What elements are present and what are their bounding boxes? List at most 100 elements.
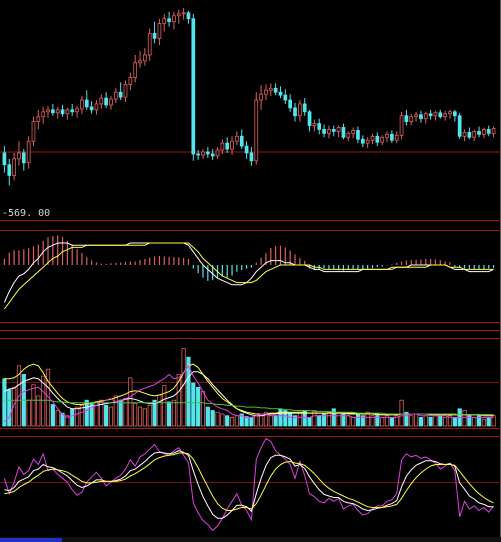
- candle-body: [428, 113, 433, 117]
- candle-body: [46, 109, 50, 113]
- candle-body: [133, 62, 138, 78]
- volume-bar: [31, 384, 36, 427]
- candle-body: [385, 133, 389, 138]
- candle-body: [70, 109, 75, 113]
- volume-bar: [263, 411, 269, 427]
- volume-bar: [394, 415, 399, 427]
- volume-bar: [2, 378, 7, 427]
- volume-bar: [452, 416, 457, 427]
- candle-body: [288, 99, 293, 109]
- candle-body: [482, 129, 486, 135]
- candle-body: [152, 33, 157, 39]
- candle-body: [380, 136, 385, 143]
- candle-body: [118, 91, 123, 98]
- volume-bar: [423, 415, 428, 427]
- volume-bar: [89, 403, 94, 427]
- volume-bar: [234, 415, 239, 427]
- candle-body: [293, 107, 297, 117]
- candle-body: [7, 164, 12, 176]
- candle-body: [244, 145, 249, 154]
- candle-body: [419, 114, 423, 120]
- volume-bar: [205, 406, 210, 427]
- candle-body: [196, 153, 201, 156]
- volume-bar: [360, 415, 365, 427]
- volume-bar: [254, 415, 259, 427]
- volume-bar: [331, 408, 336, 427]
- volume-bar: [404, 411, 409, 427]
- candle-body: [423, 113, 428, 120]
- horizontal-scrollbar[interactable]: [0, 537, 501, 542]
- candle-body: [210, 153, 215, 157]
- macd-panel: [3, 235, 495, 310]
- volume-bar: [41, 375, 46, 427]
- candle-body: [172, 15, 176, 23]
- macd-line: [3, 242, 494, 303]
- volume-bar: [142, 408, 147, 427]
- volume-bar: [7, 389, 12, 427]
- candle-body: [176, 13, 181, 17]
- candle-body: [346, 132, 351, 138]
- volume-panel: [2, 348, 496, 427]
- volume-bar: [171, 399, 177, 427]
- volume-bar: [317, 415, 322, 427]
- volume-bar: [65, 415, 70, 427]
- candle-body: [351, 130, 355, 134]
- candle-body: [36, 116, 41, 122]
- candle-body: [147, 33, 152, 56]
- volume-bar: [225, 415, 230, 427]
- volume-bar: [176, 373, 181, 427]
- candle-body: [365, 139, 370, 144]
- candle-body: [404, 115, 409, 123]
- volume-bar: [278, 408, 283, 427]
- volume-bar: [220, 413, 225, 427]
- volume-bar: [486, 416, 491, 427]
- candle-body: [41, 111, 46, 118]
- candle-body: [433, 112, 438, 117]
- candle-body: [60, 109, 65, 115]
- candle-body: [94, 103, 99, 111]
- volume-bar: [336, 411, 341, 427]
- candle-body: [104, 97, 108, 106]
- volume-bar: [45, 368, 51, 427]
- candle-body: [31, 121, 36, 142]
- candle-body: [331, 129, 336, 132]
- candle-body: [356, 130, 360, 140]
- candle-body: [55, 109, 60, 114]
- candle-body: [317, 123, 322, 130]
- volume-bar: [297, 411, 302, 427]
- volume-bar: [351, 416, 356, 427]
- candle-body: [215, 149, 220, 157]
- candle-body: [467, 131, 472, 138]
- volume-bar: [433, 415, 438, 427]
- candle-body: [477, 130, 481, 135]
- candle-body: [491, 128, 496, 134]
- kdj-line: [3, 437, 494, 532]
- volume-bar: [162, 385, 167, 427]
- volume-bar: [104, 404, 109, 427]
- volume-bar: [389, 416, 394, 427]
- volume-bar: [273, 415, 278, 427]
- volume-average-line: [4, 371, 494, 417]
- volume-bar: [312, 410, 317, 427]
- candle-body: [307, 111, 312, 126]
- candle-body: [123, 83, 128, 98]
- volume-bar: [239, 413, 244, 427]
- candle-body: [51, 109, 55, 114]
- volume-bar: [74, 406, 80, 427]
- candle-body: [191, 18, 196, 155]
- price-panel: [0, 7, 501, 186]
- candle-body: [327, 129, 331, 134]
- candle-body: [12, 158, 16, 176]
- volume-bar: [215, 411, 220, 427]
- volume-bar: [113, 395, 118, 427]
- volume-bar: [326, 411, 332, 427]
- candle-body: [409, 116, 414, 122]
- volume-bar: [321, 413, 327, 427]
- candle-body: [235, 135, 239, 142]
- volume-bar: [166, 401, 172, 427]
- candle-body: [21, 152, 26, 164]
- candle-body: [457, 115, 462, 137]
- volume-bar: [375, 415, 380, 427]
- volume-bar: [409, 415, 414, 427]
